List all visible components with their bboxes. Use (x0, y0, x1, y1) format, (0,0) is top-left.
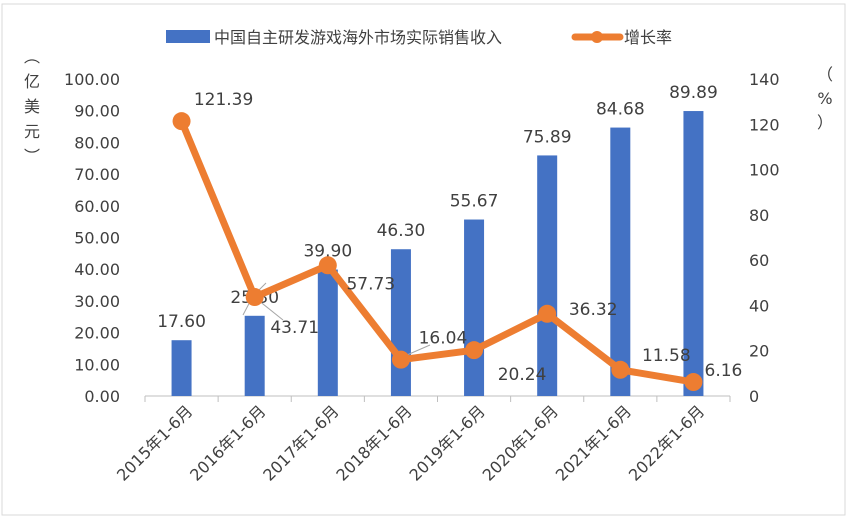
growth-point (391, 350, 410, 369)
bar-data-label: 55.67 (450, 192, 499, 212)
bar (390, 249, 411, 396)
growth-data-label: 20.24 (498, 365, 547, 385)
growth-point (318, 256, 337, 275)
growth-data-label: 43.71 (270, 318, 319, 338)
growth-line (178, 119, 695, 386)
y-left-tick: 80.00 (74, 133, 120, 152)
growth-data-label: 16.04 (419, 329, 468, 349)
growth-point (684, 373, 703, 392)
bar-data-label: 39.90 (303, 242, 352, 262)
growth-point (245, 288, 264, 307)
chart-border (1, 3, 846, 516)
y-right-tick: 20 (749, 342, 769, 361)
y-left-tick: 0.00 (84, 387, 120, 406)
y-right-tick: 80 (749, 206, 769, 225)
x-tick-label: 2016年1-6月 (186, 401, 269, 484)
y-left-tick: 50.00 (74, 229, 120, 248)
legend-bar-swatch (166, 30, 210, 43)
growth-data-label: 11.58 (642, 346, 691, 366)
bar (244, 315, 265, 396)
x-tick-label: 2018年1-6月 (332, 401, 415, 484)
y-right-tick: 0 (749, 387, 759, 406)
bar-data-label: 75.89 (523, 127, 572, 147)
x-tick-label: 2019年1-6月 (406, 401, 489, 484)
x-tick-label: 2015年1-6月 (113, 401, 196, 484)
bar (317, 269, 338, 396)
y-left-tick: 90.00 (74, 102, 120, 121)
bar (683, 111, 704, 396)
y-right-label: （ (817, 65, 833, 84)
bar-data-label: 84.68 (596, 100, 645, 120)
growth-data-label: 121.39 (194, 90, 253, 110)
bar (537, 155, 558, 396)
x-tick-label: 2020年1-6月 (479, 401, 562, 484)
bar (610, 127, 631, 397)
y-left-axis-label: （亿美元） (21, 48, 40, 173)
y-left-tick: 60.00 (74, 197, 120, 216)
y-right-tick: 120 (749, 115, 780, 134)
growth-data-label: 6.16 (705, 361, 743, 381)
x-tick-label: 2022年1-6月 (625, 401, 708, 484)
growth-data-label: 36.32 (569, 300, 618, 320)
y-right-label: % (817, 89, 832, 108)
y-left-tick: 70.00 (74, 165, 120, 184)
y-right-label: ） (817, 113, 833, 132)
y-left-tick: 30.00 (74, 292, 120, 311)
y-right-tick: 40 (749, 296, 769, 315)
x-tick-label: 2017年1-6月 (259, 401, 342, 484)
y-left-tick: 20.00 (74, 324, 120, 343)
bar (464, 219, 485, 396)
y-left-tick: 40.00 (74, 260, 120, 279)
legend-line-marker (591, 31, 603, 43)
x-tick-label: 2021年1-6月 (552, 401, 635, 484)
growth-point (538, 304, 557, 323)
y-right-tick: 100 (749, 161, 780, 180)
bar-data-label: 89.89 (669, 83, 718, 103)
growth-point (611, 360, 630, 379)
y-right-tick: 140 (749, 70, 780, 89)
bar (171, 340, 192, 396)
bar-data-label: 17.60 (157, 312, 206, 332)
y-left-tick: 10.00 (74, 355, 120, 374)
y-left-tick: 100.00 (64, 70, 120, 89)
y-right-tick: 60 (749, 251, 769, 270)
growth-point (172, 112, 191, 131)
legend-label: 中国自主研发游戏海外市场实际销售收入 (214, 28, 502, 47)
bar-data-label: 46.30 (377, 221, 426, 241)
legend-label: 增长率 (624, 28, 672, 47)
growth-point (465, 341, 484, 360)
growth-data-label: 57.73 (346, 274, 395, 294)
